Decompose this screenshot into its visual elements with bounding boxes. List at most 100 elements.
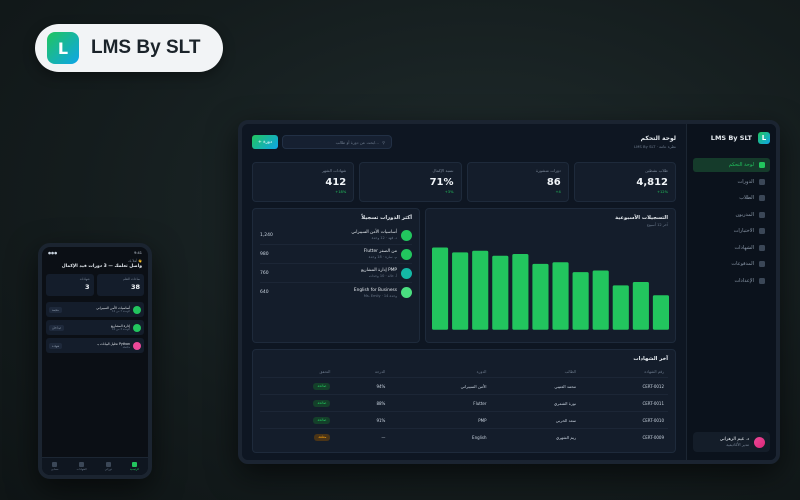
phone-greeting: أهلاً بك 👋 واصل تعلمك — 3 دورات قيد الإك… [42,257,148,271]
stat-trend: +4 [555,190,561,194]
phone-course-item[interactable]: ابدأ الآن إدارة المشاريع الوحدة 3 من 10 [46,320,144,335]
sidebar-item-0[interactable]: لوحة التحكم [693,158,770,172]
cell-id: CERT-0009 [642,434,664,440]
chart-bar-9 [612,285,629,330]
phone-course-name: إدارة المشاريع [110,324,130,328]
certificates-title: آخر الشهادات [633,356,668,362]
table-row[interactable]: CERT-0009 ريم الشهري English — معلقة [260,429,668,446]
table-row[interactable]: CERT-0012 محمد العتيبي الأمن السيبراني 94% ص… [260,377,668,395]
course-count: 980 [260,251,269,257]
phone-tab-label: حسابي [51,468,59,471]
phone-tab-1[interactable]: الشهادات [77,462,87,471]
chart-bar-1 [452,252,469,330]
weekly-enrollments-card: التسجيلات الأسبوعية آخر 12 أسبوع [425,208,676,343]
sidebar-item-5[interactable]: الشهادات [693,241,770,255]
chart-bar-8 [592,270,609,330]
phone-tab-0[interactable]: حسابي [51,462,59,471]
cell-course: PMP [389,411,491,429]
sidebar-item-2[interactable]: الطلاب [693,191,770,205]
stat-label: نسبة الإكمال [432,168,454,173]
sidebar-item-icon [759,277,765,284]
brand-pill: L LMS By SLT [35,24,223,72]
cell-grade: 88% [334,394,390,412]
sidebar-item-label: الطلاب [739,195,754,201]
sidebar-item-7[interactable]: الإعدادات [693,274,770,288]
course-row[interactable]: 980 Flutter من الصفر م. سارة · 18 وحدة [260,245,412,264]
phone-screen: ●●● 9:41 أهلاً بك 👋 واصل تعلمك — 3 دورات… [38,243,152,479]
stat-label: دورات منشورة [535,168,561,173]
stats-row: شهادات الشهر 412 +18% نسبة الإكمال 71% +3% دور… [252,162,676,202]
phone-course-list: متابعة أساسيات الأمن السيبراني الوحدة 7 من… [42,302,148,353]
phone-stat-value: 38 [130,283,140,291]
phone-course-icon [133,341,141,350]
stat-value: 71% [429,177,454,188]
sidebar-item-3[interactable]: المدربون [693,208,770,222]
user-name: د. غيم الزهراني [719,437,749,442]
table-header: رقم الشهادة [580,366,668,378]
course-row[interactable]: 760 إدارة المشاريع PMP أ. خالد · 10 وحدات [260,264,412,283]
topbar: + دورة ابحث عن دورة أو طالب... ⚲ لوحة ال… [252,132,676,152]
course-row[interactable]: 640 English for Business Ms. Emily · 14 وح… [260,283,412,302]
phone-course-tag[interactable]: ابدأ الآن [49,324,65,331]
brand-name: LMS By SLT [91,37,201,58]
stat-value: 412 [325,177,347,188]
sidebar-user[interactable]: د. غيم الزهراني مدير الأكاديمية [693,432,770,452]
sidebar-item-icon [759,261,765,267]
phone-course-item[interactable]: متابعة أساسيات الأمن السيبراني الوحدة 7 من… [46,302,144,317]
phone-tab-2[interactable]: دوراتي [105,462,112,471]
sidebar-item-label: المدربون [735,211,755,218]
stat-card: طلاب نشطين 4,812 +12% [573,162,676,202]
phone-course-text: تحليل البيانات بـ Python مكتملة [97,342,130,349]
phone-stats: شهادات 3 ساعات التعلم 38 [42,271,148,299]
course-name: English for Business [353,287,397,293]
phone-course-tag[interactable]: شهادة [49,342,63,349]
sidebar-app-name: LMS By SLT [710,134,752,142]
course-row[interactable]: 1,240 أساسيات الأمن السيبراني د. فهد · 12 … [260,226,412,245]
cell-grade: 94% [334,377,390,395]
sidebar-item-label: الدورات [737,178,754,185]
page-title: لوحة التحكم [640,135,676,142]
chart-subtitle: آخر 12 أسبوع [646,223,668,227]
table-row[interactable]: CERT-0011 نورة الشمري Flutter 88% صالحة [260,394,668,412]
phone-time: 9:41 [134,251,142,255]
course-thumbnail-icon [401,267,412,279]
cell-student: سعد الحربي [490,411,581,429]
sidebar: LMS By SLT L لوحة التحكم الدورات الطلاب الم… [686,124,776,460]
course-info: Flutter من الصفر م. سارة · 18 وحدة [363,248,412,260]
sidebar-item-icon [759,195,765,201]
phone-course-tag[interactable]: متابعة [49,306,62,313]
phone-course-item[interactable]: شهادة تحليل البيانات بـ Python مكتملة [46,338,144,353]
sidebar-item-1[interactable]: الدورات [693,175,770,189]
course-text: English for Business Ms. Emily · 14 وحدة [354,288,397,298]
phone-course-info: إدارة المشاريع الوحدة 3 من 10 [110,323,141,332]
phone-tab-icon [79,462,85,467]
search-icon: ⚲ [382,139,385,145]
table-row[interactable]: CERT-0010 سعد الحربي PMP 91% صالحة [260,411,668,429]
sidebar-item-icon [759,228,765,234]
greeting-big: واصل تعلمك — 3 دورات قيد الإكمال [61,264,142,269]
stat-trend: +3% [444,190,454,194]
sidebar-logo[interactable]: LMS By SLT L [693,132,770,144]
table-header: الدرجة [334,366,390,378]
brand-logo-icon: L [47,32,79,64]
course-thumbnail-icon [401,287,412,298]
phone-stat-label: ساعات التعلم [123,277,140,281]
chart-bar-5 [532,263,549,330]
chart-bar-11 [652,295,669,330]
stat-value: 4,812 [636,177,668,188]
avatar[interactable] [754,436,765,448]
search-input[interactable]: ابحث عن دورة أو طالب... ⚲ [282,135,392,149]
sidebar-item-4[interactable]: الاختبارات [693,224,770,238]
course-name: Flutter من الصفر [363,249,397,254]
phone-tab-bar: حسابي الشهادات دوراتي الرئيسية [42,457,148,475]
course-name: إدارة المشاريع PMP [361,268,397,273]
chart-bar-4 [512,254,529,330]
certificates-table: رقم الشهادة الطالب الدورة الدرجة التحقق CERT… [260,366,668,446]
sidebar-item-6[interactable]: المدفوعات [693,257,770,271]
phone-course-meta: الوحدة 7 من 12 [112,310,130,313]
sidebar-item-label: المدفوعات [731,261,754,267]
add-course-button[interactable]: + دورة [252,135,278,149]
course-info: إدارة المشاريع PMP أ. خالد · 10 وحدات [361,267,412,279]
phone-tab-3[interactable]: الرئيسية [130,462,139,471]
stat-card: نسبة الإكمال 71% +3% [359,162,462,202]
